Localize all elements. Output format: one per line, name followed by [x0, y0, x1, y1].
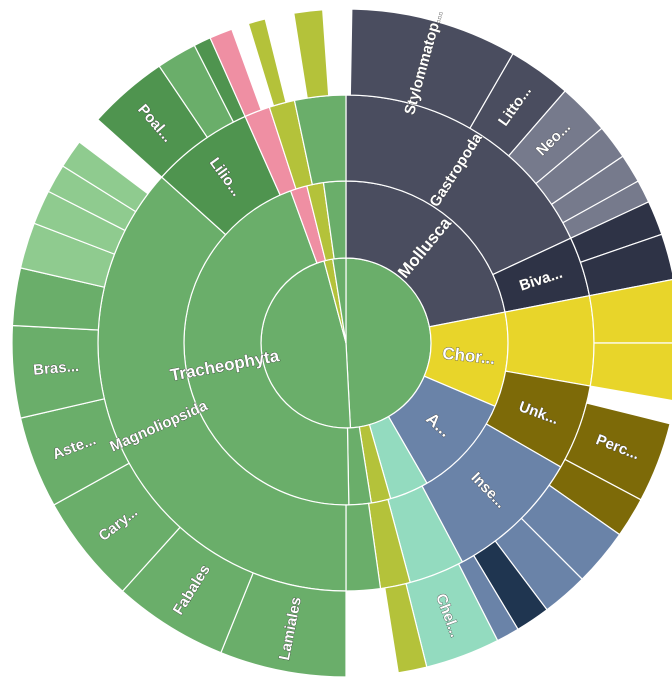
sunburst-segment[interactable] [293, 9, 330, 99]
sunburst-segment[interactable] [384, 582, 428, 674]
sunburst-segment[interactable] [589, 342, 672, 402]
segments-group [11, 8, 672, 677]
sunburst-segment[interactable] [504, 294, 595, 387]
segment-label: Chor... [442, 344, 497, 368]
sunburst-segment[interactable] [209, 28, 262, 118]
sunburst-segment[interactable] [61, 141, 149, 213]
segment-label: Bras... [33, 358, 80, 379]
sunburst-segment[interactable] [247, 18, 287, 107]
